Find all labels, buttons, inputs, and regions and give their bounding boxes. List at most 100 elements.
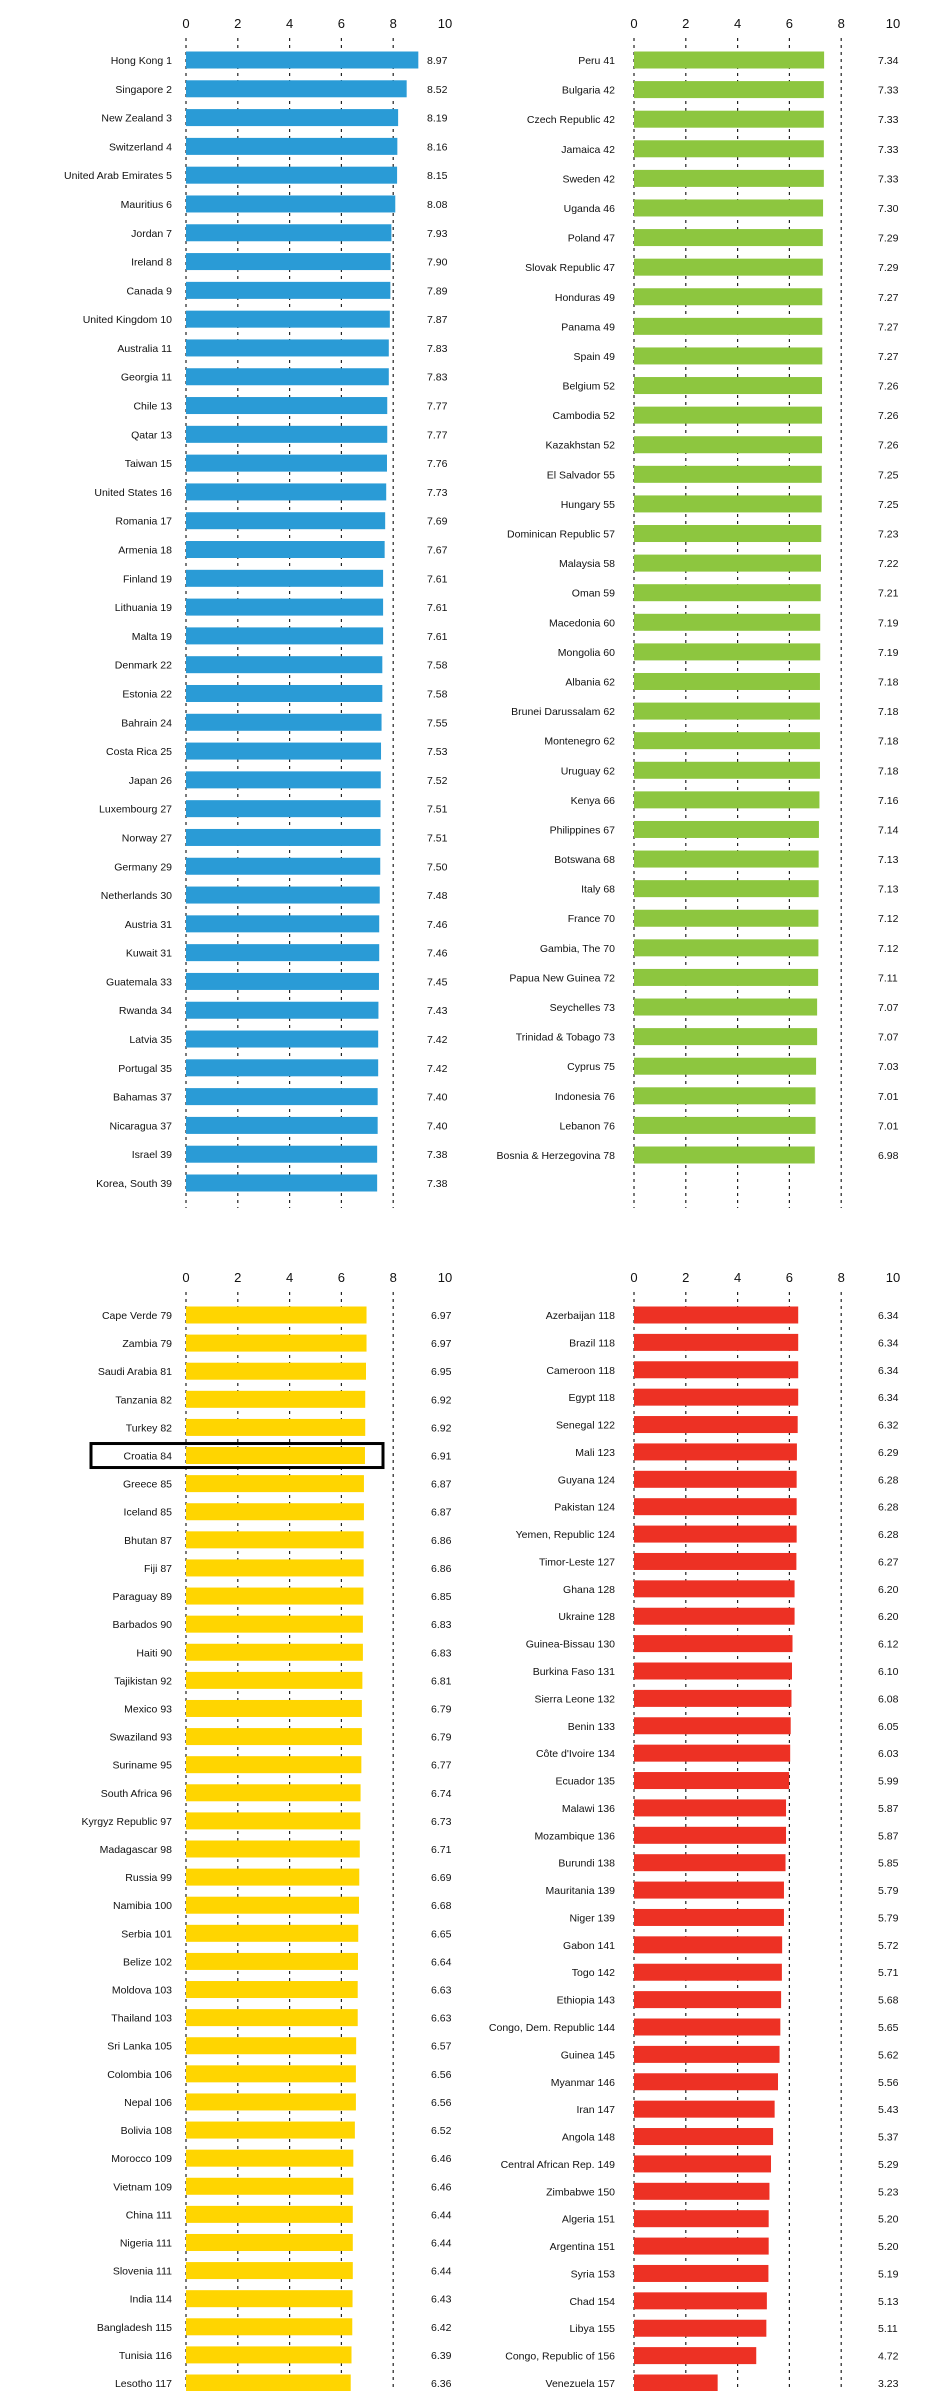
x-tick-label: 10 [886,16,900,31]
value-label: 5.65 [878,2022,899,2034]
value-label: 7.01 [878,1120,899,1132]
value-label: 7.48 [427,890,448,902]
bar [186,1503,364,1521]
value-label: 5.43 [878,2104,899,2116]
category-label: Malta 19 [132,631,172,643]
value-label: 7.29 [878,262,899,274]
value-label: 7.33 [878,144,899,156]
bar [186,915,380,933]
bar [634,2347,757,2365]
category-label: Bahamas 37 [113,1092,172,1104]
x-tick-label: 6 [338,16,345,31]
bar [186,1868,360,1886]
category-label: Trinidad & Tobago 73 [516,1032,615,1044]
value-label: 6.20 [878,1584,899,1596]
category-label: Venezuela 157 [546,2378,616,2390]
x-tick-label: 2 [682,16,689,31]
category-label: Zambia 79 [122,1338,172,1350]
category-label: Switzerland 4 [109,141,172,153]
bar [186,454,387,472]
category-label: Namibia 100 [113,1900,172,1912]
bar [634,939,819,957]
x-tick-label: 0 [630,16,637,31]
category-label: Central African Rep. 149 [501,2159,616,2171]
value-label: 5.20 [878,2214,899,2226]
bar [186,771,381,789]
value-label: 7.76 [427,458,448,470]
category-label: Canada 9 [126,285,172,297]
category-label: Croatia 84 [124,1451,173,1463]
category-label: Argentina 151 [550,2241,616,2253]
bar [634,2128,774,2146]
category-label: Timor-Leste 127 [539,1556,615,1568]
bar [634,1635,793,1653]
value-label: 6.69 [431,1872,452,1884]
category-label: Mexico 93 [124,1703,172,1715]
category-label: Ethiopia 143 [557,1995,616,2007]
category-label: Philippines 67 [550,824,616,836]
category-label: Niger 139 [569,1912,615,1924]
value-label: 7.13 [878,854,899,866]
value-label: 5.79 [878,1885,899,1897]
bar [186,1896,360,1914]
value-label: 5.19 [878,2268,899,2280]
bar [634,229,823,247]
value-label: 7.50 [427,861,448,873]
category-label: Estonia 22 [122,688,172,700]
value-label: 6.86 [431,1535,452,1547]
value-label: 7.43 [427,1005,448,1017]
category-label: Lithuania 19 [115,602,172,614]
value-label: 7.18 [878,765,899,777]
bar [634,1552,797,1570]
bar [634,702,820,720]
value-label: 6.81 [431,1675,452,1687]
bar [186,2374,351,2391]
value-label: 5.79 [878,1912,899,1924]
bar [186,1952,358,1970]
value-label: 6.10 [878,1666,899,1678]
bar [186,1924,359,1942]
value-label: 7.25 [878,469,899,481]
bar [634,1881,784,1899]
value-label: 6.79 [431,1732,452,1744]
bar [634,2100,775,2118]
category-label: Norway 27 [122,832,172,844]
value-label: 7.25 [878,499,899,511]
bar [634,909,819,927]
value-label: 7.51 [427,832,448,844]
value-label: 4.72 [878,2351,899,2363]
bar [634,1717,791,1735]
bar [634,1607,795,1625]
category-label: Indonesia 76 [555,1091,615,1103]
value-label: 7.01 [878,1091,899,1103]
value-label: 7.19 [878,617,899,629]
bar [186,281,391,299]
x-tick-label: 6 [338,1270,345,1285]
value-label: 6.87 [431,1479,452,1491]
category-label: Nigeria 111 [120,2237,172,2249]
bar [186,598,384,616]
value-label: 7.19 [878,647,899,659]
bar [186,541,385,559]
category-label: Israel 39 [132,1149,172,1161]
value-label: 7.83 [427,343,448,355]
bar [186,483,387,501]
value-label: 5.13 [878,2296,899,2308]
category-label: Panama 49 [561,321,615,333]
value-label: 6.83 [431,1619,452,1631]
category-label: Azerbaijan 118 [546,1310,615,1322]
value-label: 7.21 [878,588,899,600]
bar [186,2290,353,2308]
category-label: Slovenia 111 [113,2266,172,2278]
category-label: Ukraine 128 [558,1611,615,1623]
category-label: United Kingdom 10 [83,314,172,326]
value-label: 7.61 [427,602,448,614]
value-label: 7.18 [878,676,899,688]
bar [634,2210,769,2228]
bar [186,80,407,98]
category-label: Kenya 66 [571,795,616,807]
category-label: Taiwan 15 [125,458,172,470]
bar [634,998,818,1016]
value-label: 5.29 [878,2159,899,2171]
